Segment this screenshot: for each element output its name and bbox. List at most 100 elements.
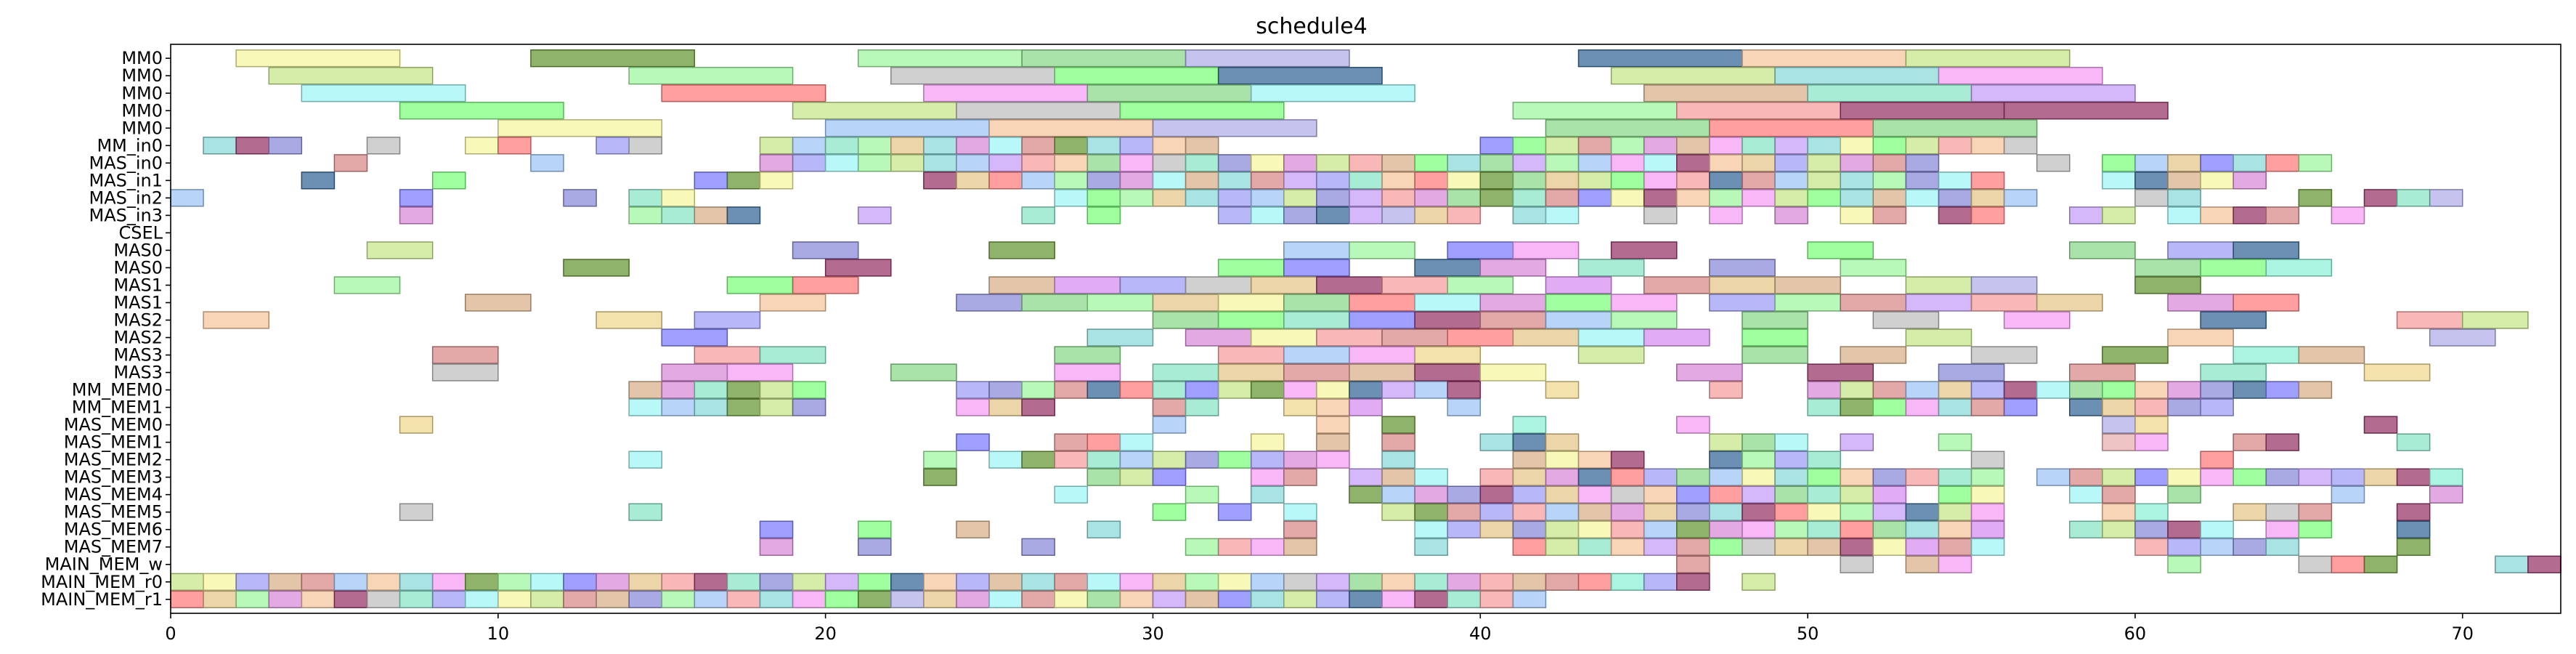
task-bar bbox=[1643, 137, 1678, 155]
task-bar bbox=[2167, 555, 2201, 573]
task-bar bbox=[399, 503, 434, 521]
y-tick-label: MAS3 bbox=[113, 363, 163, 383]
task-bar bbox=[431, 573, 466, 591]
task-bar bbox=[2265, 154, 2300, 172]
task-bar bbox=[596, 573, 630, 591]
task-bar bbox=[1545, 171, 1580, 190]
task-bar bbox=[1152, 416, 1187, 434]
task-bar bbox=[1807, 398, 1841, 416]
task-bar bbox=[1119, 590, 1154, 608]
task-bar bbox=[1447, 171, 1482, 190]
task-bar bbox=[1152, 311, 1219, 329]
task-bar bbox=[1643, 468, 1678, 486]
task-bar bbox=[1152, 137, 1187, 155]
task-bar bbox=[824, 137, 859, 155]
task-bar bbox=[1185, 328, 1252, 347]
task-bar bbox=[1217, 294, 1285, 312]
task-bar bbox=[1086, 433, 1121, 451]
task-bar bbox=[1676, 137, 1710, 155]
task-bar bbox=[1807, 189, 1841, 207]
task-bar bbox=[1217, 381, 1252, 399]
y-tick-label: MAS_MEM4 bbox=[64, 485, 163, 505]
task-bar bbox=[1774, 189, 1808, 207]
task-bar bbox=[1250, 468, 1285, 486]
task-bar bbox=[2363, 189, 2398, 207]
task-bar bbox=[1742, 520, 1776, 538]
task-bar bbox=[203, 311, 269, 329]
task-bar bbox=[792, 276, 859, 294]
task-bar bbox=[2003, 137, 2038, 155]
task-bar bbox=[1217, 346, 1285, 364]
task-bar bbox=[1349, 154, 1383, 172]
task-bar bbox=[1512, 154, 1547, 172]
task-bar bbox=[1807, 171, 1841, 190]
task-bar bbox=[1676, 538, 1710, 556]
task-bar bbox=[2167, 189, 2201, 207]
task-bar bbox=[1512, 206, 1547, 225]
task-bar bbox=[1086, 381, 1121, 399]
task-bar bbox=[1774, 206, 1808, 225]
task-bar bbox=[1185, 137, 1219, 155]
task-bar bbox=[366, 573, 401, 591]
task-bar bbox=[1283, 398, 1317, 416]
y-tick-label: MAS3 bbox=[113, 345, 163, 366]
task-bar bbox=[1512, 468, 1547, 486]
task-bar bbox=[2167, 206, 2201, 225]
task-bar bbox=[661, 381, 696, 399]
task-bar bbox=[1283, 311, 1350, 329]
task-bar bbox=[2265, 538, 2300, 556]
task-bar bbox=[1840, 468, 1874, 486]
task-bar bbox=[2298, 555, 2333, 573]
task-bar bbox=[1381, 451, 1415, 469]
task-bar bbox=[2134, 259, 2201, 277]
task-bar bbox=[1643, 503, 1678, 521]
task-bar bbox=[1054, 137, 1089, 155]
task-bar bbox=[694, 171, 728, 190]
task-bar bbox=[268, 573, 303, 591]
task-bar bbox=[2298, 154, 2333, 172]
task-bar bbox=[2462, 311, 2529, 329]
task-bar bbox=[464, 294, 532, 312]
task-bar bbox=[1577, 154, 1612, 172]
task-bar bbox=[1938, 485, 1972, 504]
task-bar bbox=[1610, 137, 1645, 155]
task-bar bbox=[1709, 485, 1743, 504]
y-tick-label: MAS_in1 bbox=[89, 170, 163, 190]
task-bar bbox=[1479, 468, 1514, 486]
task-bar bbox=[1774, 468, 1808, 486]
task-bar bbox=[792, 102, 957, 120]
task-bar bbox=[1479, 363, 1547, 382]
task-bar bbox=[890, 67, 1055, 85]
task-bar bbox=[1152, 381, 1187, 399]
task-bar bbox=[2232, 346, 2300, 364]
task-bar bbox=[628, 381, 662, 399]
task-bar bbox=[1643, 189, 1678, 207]
task-bar bbox=[2265, 206, 2300, 225]
task-bar bbox=[661, 573, 696, 591]
task-bar bbox=[1054, 590, 1089, 608]
task-bar bbox=[1742, 485, 1776, 504]
task-bar bbox=[2265, 468, 2300, 486]
task-bar bbox=[1774, 294, 1841, 312]
task-bar bbox=[1316, 416, 1350, 434]
task-bar bbox=[1872, 503, 1907, 521]
task-bar bbox=[1545, 119, 1710, 137]
task-bar bbox=[1872, 137, 1907, 155]
task-bar bbox=[1545, 451, 1580, 469]
task-bar bbox=[1217, 171, 1252, 190]
task-bar bbox=[1250, 433, 1285, 451]
task-bar bbox=[170, 189, 204, 207]
task-bar bbox=[923, 468, 957, 486]
task-bar bbox=[1742, 433, 1776, 451]
task-bar bbox=[563, 573, 597, 591]
task-bar bbox=[1447, 276, 1514, 294]
task-bar bbox=[792, 154, 826, 172]
task-bar bbox=[2396, 311, 2463, 329]
task-bar bbox=[1021, 381, 1055, 399]
task-bar bbox=[1545, 381, 1580, 399]
task-bar bbox=[1283, 381, 1317, 399]
task-bar bbox=[956, 381, 990, 399]
task-bar bbox=[2331, 468, 2365, 486]
task-bar bbox=[988, 451, 1023, 469]
task-bar bbox=[2003, 102, 2169, 120]
